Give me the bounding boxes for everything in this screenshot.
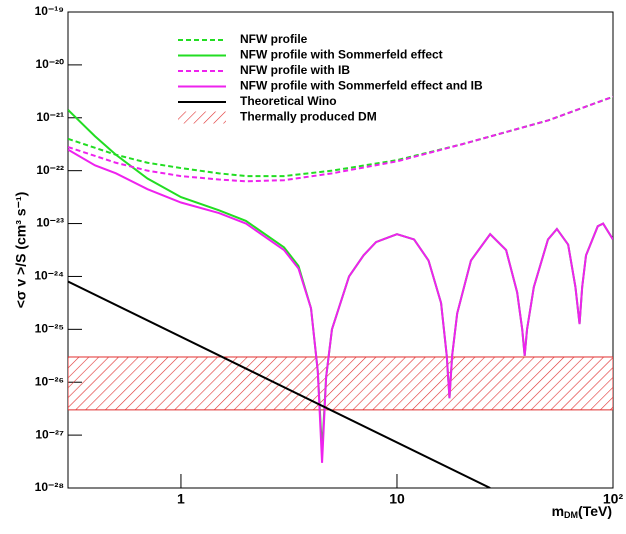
y-tick-label: 10⁻²²: [36, 163, 64, 177]
band: [68, 356, 613, 411]
y-tick-label: 10⁻²⁶: [35, 374, 64, 388]
legend-label: NFW profile with IB: [240, 63, 350, 77]
series-line: [68, 95, 613, 178]
plot-frame: [67, 11, 614, 489]
y-tick-label: 10⁻²¹: [36, 110, 64, 124]
series-line: [68, 280, 491, 488]
y-tick-label: 10⁻¹⁹: [35, 4, 64, 18]
legend-label: Theoretical Wino: [240, 94, 337, 108]
y-tick-label: 10⁻²⁸: [35, 480, 64, 494]
x-axis-label: mDM(TeV): [552, 503, 612, 521]
y-tick-label: 10⁻²⁵: [35, 322, 64, 336]
y-axis-label: <σ v >/S (cm³ s⁻¹): [13, 192, 29, 309]
series-line: [68, 148, 613, 463]
y-tick-label: 10⁻²³: [36, 216, 64, 230]
legend-label: NFW profile: [240, 32, 308, 46]
legend-label: NFW profile with Sommerfeld effect: [240, 48, 443, 62]
x-tick-label: 1: [177, 491, 185, 507]
x-tick-label: 10²: [603, 491, 624, 507]
y-tick-label: 10⁻²⁰: [36, 57, 65, 71]
series-line: [68, 95, 613, 183]
legend-swatch: [178, 111, 226, 124]
y-tick-label: 10⁻²⁴: [34, 269, 64, 283]
legend-label: Thermally produced DM: [240, 110, 377, 124]
legend-label: NFW profile with Sommerfeld effect and I…: [240, 79, 483, 93]
x-tick-label: 10: [389, 491, 405, 507]
y-tick-label: 10⁻²⁷: [35, 427, 64, 441]
plot-area: [68, 95, 613, 488]
